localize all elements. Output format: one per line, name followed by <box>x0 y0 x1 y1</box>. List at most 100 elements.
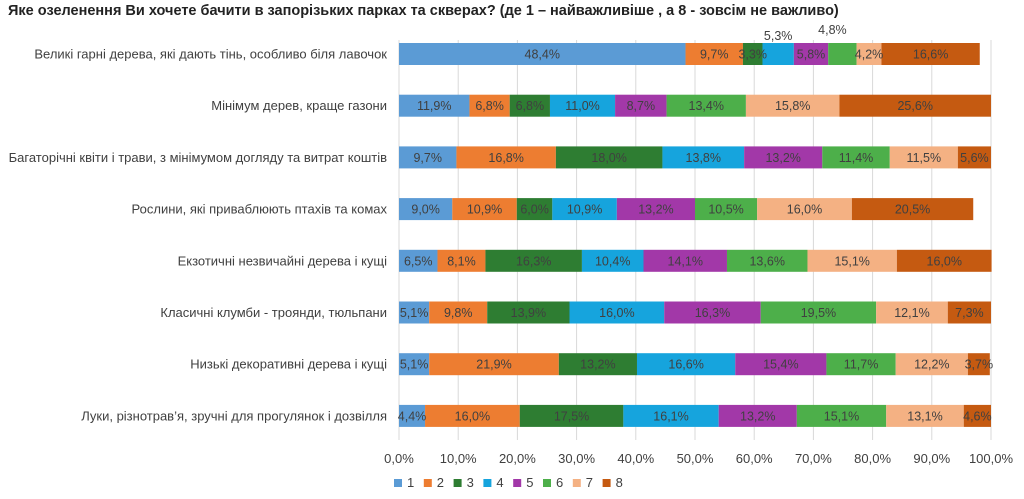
data-label: 25,6% <box>897 99 932 113</box>
data-label: 6,0% <box>520 203 549 217</box>
bar-segment-4 <box>636 353 736 376</box>
data-label: 16,0% <box>455 409 490 423</box>
bar-segment-7 <box>876 301 948 324</box>
data-label: 16,6% <box>668 358 703 372</box>
x-tick-label: 90,0% <box>913 451 950 466</box>
legend-label: 3 <box>467 475 474 490</box>
data-label: 13,1% <box>907 409 942 423</box>
data-label: 48,4% <box>525 48 560 62</box>
category-label: Великі гарні дерева, які дають тінь, осо… <box>34 47 387 62</box>
legend-swatch-8 <box>602 479 611 487</box>
data-label: 5,1% <box>400 306 429 320</box>
x-tick-label: 40,0% <box>617 451 654 466</box>
data-label: 13,2% <box>638 203 673 217</box>
legend-label: 6 <box>556 475 563 490</box>
data-label: 10,9% <box>567 203 602 217</box>
bar-segment-2 <box>429 353 559 376</box>
bar-segment-8 <box>963 404 991 427</box>
data-label: 9,8% <box>444 306 473 320</box>
category-label: Луки, різнотрав’я, зручні для прогулянок… <box>81 408 387 423</box>
data-label: 7,3% <box>955 306 984 320</box>
bar-segment-5 <box>616 198 695 221</box>
bar-segment-4 <box>552 198 617 221</box>
legend-label: 5 <box>526 475 533 490</box>
bar-segment-6 <box>822 146 890 169</box>
data-label: 14,1% <box>668 254 703 268</box>
bar-segment-5 <box>664 301 761 324</box>
category-label: Екзотичні незвичайні дерева і кущі <box>178 253 388 268</box>
x-tick-label: 0,0% <box>384 451 414 466</box>
legend-label: 1 <box>407 475 414 490</box>
data-label: 13,2% <box>580 358 615 372</box>
data-label: 15,1% <box>824 409 859 423</box>
data-label: 19,5% <box>801 306 836 320</box>
data-label: 4,8% <box>818 23 847 37</box>
bar-segment-5 <box>744 146 823 169</box>
legend-swatch-7 <box>572 479 581 487</box>
data-label: 13,6% <box>749 254 784 268</box>
bar-segment-6 <box>796 404 887 427</box>
bar-segment-8 <box>851 198 974 221</box>
bar-segment-5 <box>615 94 667 117</box>
legend-label: 7 <box>586 475 593 490</box>
data-label: 16,6% <box>913 48 948 62</box>
bar-segment-8 <box>967 353 990 376</box>
data-label: 16,0% <box>599 306 634 320</box>
data-label: 21,9% <box>476 358 511 372</box>
chart-title: Яке озеленення Ви хочете бачити в запорі… <box>8 3 839 19</box>
data-label: 15,1% <box>834 254 869 268</box>
data-label: 4,2% <box>855 48 884 62</box>
bar-segment-3 <box>509 94 550 117</box>
legend-swatch-3 <box>453 479 462 487</box>
x-tick-label: 10,0% <box>440 451 477 466</box>
bar-segment-3 <box>742 43 763 65</box>
legend-label: 2 <box>437 475 444 490</box>
bar-segment-3 <box>558 353 637 376</box>
bar-segment-1 <box>399 146 457 169</box>
bar-segment-7 <box>745 94 840 117</box>
x-tick-label: 60,0% <box>736 451 773 466</box>
x-tick-label: 50,0% <box>677 451 714 466</box>
legend: 1 2 3 4 5 6 7 8 <box>394 475 623 490</box>
data-label: 6,8% <box>516 99 545 113</box>
bar-segment-4 <box>662 146 745 169</box>
bars <box>399 43 992 427</box>
data-label: 12,1% <box>894 306 929 320</box>
bar-segment-3 <box>516 198 553 221</box>
bar-segment-8 <box>947 301 991 324</box>
x-tick-label: 70,0% <box>795 451 832 466</box>
data-label: 10,4% <box>595 254 630 268</box>
category-label: Низькі декоративні дерева і кущі <box>190 357 387 372</box>
data-label: 13,9% <box>511 306 546 320</box>
bar-segment-4 <box>569 301 665 324</box>
data-label: 16,1% <box>653 409 688 423</box>
bar-segment-3 <box>519 404 624 427</box>
data-label: 15,4% <box>763 358 798 372</box>
x-tick-label: 80,0% <box>854 451 891 466</box>
x-tick-label: 20,0% <box>499 451 536 466</box>
bar-segment-4 <box>762 43 794 65</box>
data-label: 10,9% <box>467 203 502 217</box>
bar-segment-7 <box>895 353 968 376</box>
bar-segment-7 <box>807 249 897 272</box>
legend-label: 4 <box>496 475 503 490</box>
data-label: 10,5% <box>708 203 743 217</box>
bar-segment-7 <box>886 404 964 427</box>
bar-segment-5 <box>643 249 727 272</box>
bar-segment-7 <box>889 146 958 169</box>
bar-segment-6 <box>726 249 808 272</box>
bar-segment-1 <box>399 43 686 65</box>
data-label: 9,7% <box>413 151 442 165</box>
bar-segment-4 <box>549 94 616 117</box>
bar-segment-3 <box>487 301 570 324</box>
data-label: 3,7% <box>965 358 994 372</box>
legend-label: 8 <box>616 475 623 490</box>
data-label: 9,7% <box>700 48 729 62</box>
data-label: 13,8% <box>686 151 721 165</box>
data-label: 6,5% <box>404 254 433 268</box>
data-label: 16,0% <box>787 203 822 217</box>
data-label: 16,3% <box>695 306 730 320</box>
data-label: 15,8% <box>775 99 810 113</box>
bar-segment-4 <box>623 404 719 427</box>
